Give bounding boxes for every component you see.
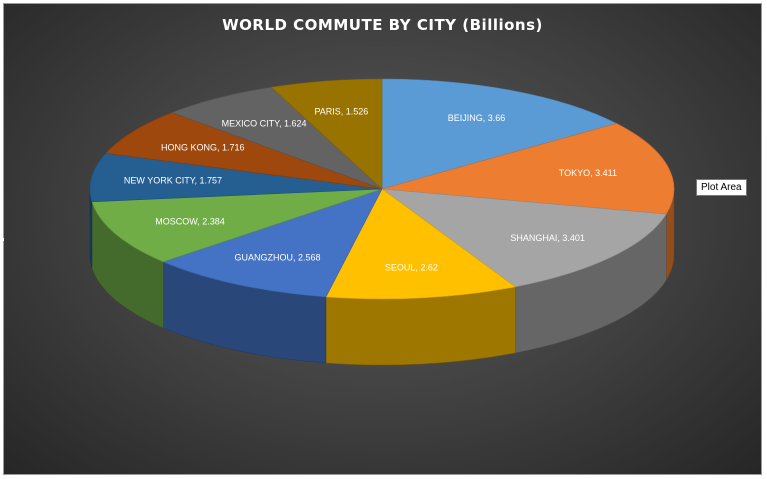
data-label-tokyo: TOKYO, 3.411 bbox=[559, 168, 617, 178]
pie-slice-hong-kong[interactable] bbox=[105, 112, 383, 190]
data-label-new-york-city: NEW YORK CITY, 1.757 bbox=[124, 175, 222, 185]
pie-slice-guangzhou[interactable] bbox=[162, 188, 383, 298]
pie-slice-tokyo[interactable] bbox=[381, 123, 675, 215]
pie-slice-moscow[interactable] bbox=[91, 188, 383, 263]
data-label-paris: PARIS, 1.526 bbox=[314, 106, 368, 116]
data-label-mexico-city: MEXICO CITY, 1.624 bbox=[222, 118, 307, 128]
pie-slice-seoul[interactable] bbox=[325, 188, 517, 300]
plot-area-tooltip: Plot Area bbox=[696, 179, 747, 196]
pie-slice-paris[interactable] bbox=[270, 78, 383, 190]
data-label-beijing: BEIJING, 3.66 bbox=[448, 113, 506, 123]
resize-handle-right[interactable] bbox=[762, 238, 765, 241]
chart-area[interactable]: WORLD COMMUTE BY CITY (Billions) BEIJING… bbox=[3, 3, 762, 475]
data-label-hong-kong: HONG KONG, 1.716 bbox=[161, 143, 245, 153]
resize-handle-left[interactable] bbox=[1, 238, 4, 241]
pie-slice-mexico-city[interactable] bbox=[171, 86, 383, 190]
pie-slice-shanghai[interactable] bbox=[380, 188, 667, 288]
data-label-shanghai: SHANGHAI, 3.401 bbox=[510, 233, 585, 243]
pie-slice-new-york-city[interactable] bbox=[89, 152, 383, 203]
data-label-moscow: MOSCOW, 2.384 bbox=[155, 216, 225, 226]
pie-slice-beijing[interactable] bbox=[381, 78, 618, 190]
data-label-seoul: SEOUL, 2.62 bbox=[385, 262, 438, 272]
pie-chart[interactable]: BEIJING, 3.66 TOKYO, 3.411 SHANGHAI, 3.401… bbox=[4, 4, 763, 476]
chart-title: WORLD COMMUTE BY CITY (Billions) bbox=[222, 16, 543, 34]
data-label-guangzhou: GUANGZHOU, 2.568 bbox=[234, 253, 320, 263]
